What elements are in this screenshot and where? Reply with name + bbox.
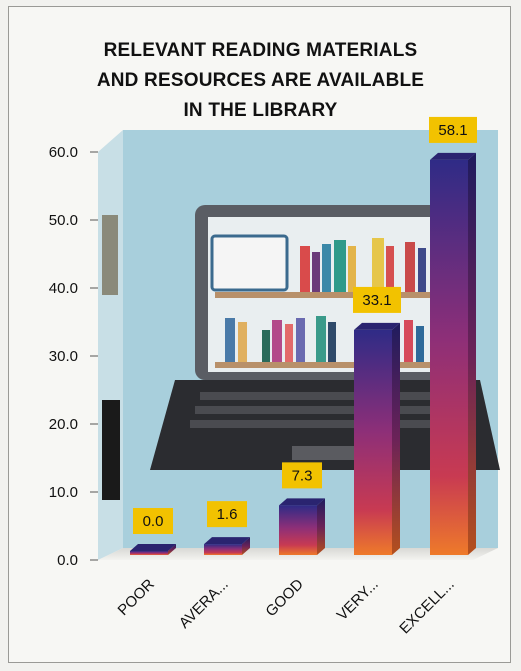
y-tick-label: 20.0	[49, 416, 78, 433]
data-label: 58.1	[438, 122, 467, 139]
key-row	[195, 406, 465, 414]
book-icon	[285, 324, 293, 362]
y-tick-label: 30.0	[49, 348, 78, 365]
shelf-1	[215, 292, 440, 298]
bar: 1.6	[204, 501, 250, 555]
data-label-box	[207, 501, 247, 528]
book-icon	[316, 316, 326, 362]
bar-top	[279, 498, 325, 506]
bar-top	[430, 152, 476, 160]
data-label: 33.1	[362, 292, 391, 309]
book-icon	[405, 242, 415, 292]
book-icon	[300, 246, 310, 292]
data-label-box	[429, 116, 477, 143]
x-category-label: GOOD	[262, 576, 307, 621]
bar-side	[392, 322, 400, 555]
book-icon	[296, 318, 305, 362]
bar-side	[242, 537, 250, 555]
chart-title-line-2: AND RESOURCES ARE AVAILABLE	[96, 70, 425, 91]
book-icon	[404, 320, 413, 362]
book-icon	[386, 246, 394, 292]
book-icon	[322, 244, 331, 292]
book-icon	[334, 240, 346, 292]
background-illustration	[98, 130, 500, 560]
bar-front	[430, 159, 468, 556]
book-icon	[272, 320, 282, 362]
bar-front	[279, 505, 317, 555]
open-book-icon	[210, 234, 289, 292]
shelf-2	[215, 362, 440, 368]
bar-front	[130, 551, 168, 555]
book-icon	[372, 238, 384, 292]
bar-top	[354, 322, 400, 330]
data-label: 1.6	[217, 506, 238, 523]
x-category-label: POOR	[115, 576, 158, 619]
bar-top	[204, 537, 250, 545]
y-tick-label: 50.0	[49, 212, 78, 229]
bar-side	[468, 152, 476, 556]
bar-side	[317, 498, 325, 555]
bar: 58.1	[429, 116, 477, 556]
data-label-box	[133, 508, 173, 534]
x-category-label: VERY...	[334, 576, 382, 624]
y-tick-label: 40.0	[49, 280, 78, 297]
wall-panel	[102, 400, 120, 500]
bar: 33.1	[353, 286, 401, 555]
touchpad	[292, 446, 362, 460]
chart-title: RELEVANT READING MATERIALS AND RESOURCES…	[0, 36, 521, 126]
bar-front	[354, 329, 392, 555]
x-axis-labels: POOR AVERA... GOOD VERY... EXCELL...	[115, 576, 458, 638]
key-row	[190, 420, 470, 428]
bar: 7.3	[279, 462, 325, 555]
key-row	[200, 392, 460, 400]
data-label-box	[282, 462, 322, 489]
bars: 0.0 1.6 7.3 33.1 58.1	[130, 116, 477, 556]
y-axis: 0.0 10.0 20.0 30.0 40.0 50.0 60.0	[49, 144, 98, 569]
y-tick-label: 0.0	[57, 552, 78, 569]
book-icon	[328, 322, 336, 362]
y-tick-label: 10.0	[49, 484, 78, 501]
data-label: 0.0	[143, 513, 164, 530]
y-tick-label: 60.0	[49, 144, 78, 161]
bar: 0.0	[130, 508, 176, 555]
data-label-box	[353, 286, 401, 313]
book-icon	[225, 318, 235, 362]
book-icon	[238, 322, 247, 362]
chart-title-line-3: IN THE LIBRARY	[183, 100, 338, 121]
bar-front	[204, 544, 242, 555]
bar-side	[168, 544, 176, 555]
book-icon	[416, 326, 424, 362]
data-label: 7.3	[292, 467, 313, 484]
bar-top	[130, 544, 176, 551]
x-category-label: EXCELL...	[396, 576, 458, 638]
book-icon	[262, 330, 270, 362]
book-icon	[418, 248, 426, 292]
wall-poster	[102, 215, 118, 295]
chart-title-line-1: RELEVANT READING MATERIALS	[103, 40, 418, 61]
x-category-label: AVERA...	[176, 576, 232, 632]
book-icon	[348, 246, 356, 292]
book-icon	[312, 252, 320, 292]
